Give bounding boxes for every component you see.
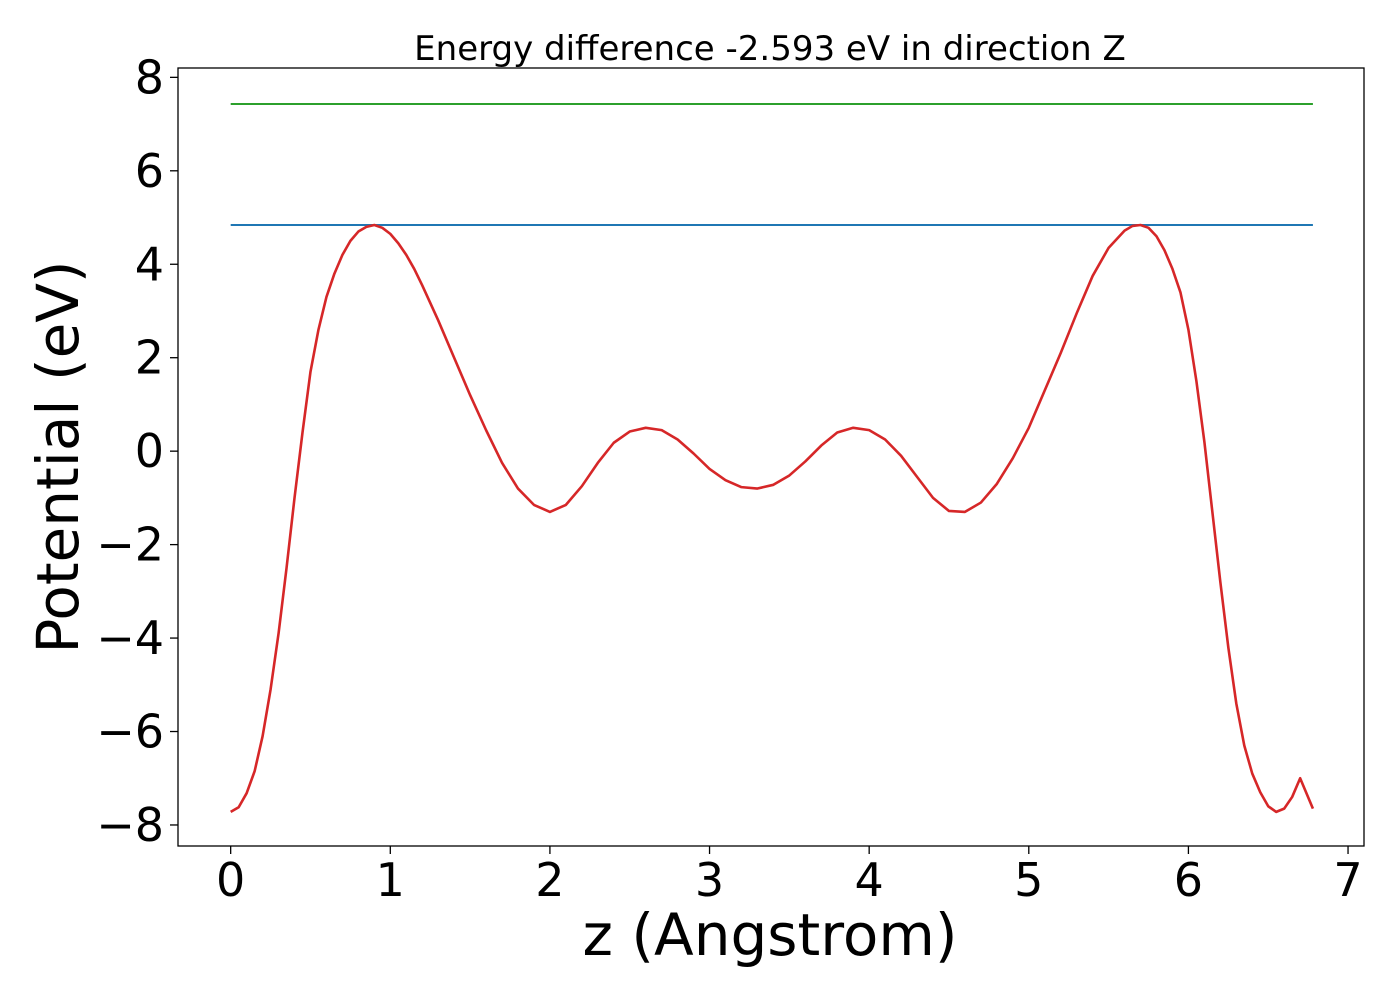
potential-curve — [230, 223, 1315, 814]
x-tick-label: 2 — [535, 853, 564, 907]
x-tick-label: 7 — [1333, 853, 1362, 907]
x-axis-label: z (Angstrom) — [583, 901, 958, 969]
y-tick-label: −6 — [96, 705, 164, 759]
chart-title: Energy difference -2.593 eV in direction… — [414, 29, 1126, 69]
x-tick-label: 6 — [1174, 853, 1203, 907]
y-axis-label: Potential (eV) — [24, 260, 92, 653]
y-tick-label: 8 — [135, 50, 164, 104]
plot-frame — [177, 67, 1365, 847]
x-tick-label: 0 — [216, 853, 245, 907]
y-tick-label: 0 — [135, 424, 164, 478]
x-tick-label: 4 — [855, 853, 884, 907]
x-tick-label: 3 — [695, 853, 724, 907]
series-layer — [230, 102, 1315, 814]
y-tick-label: −2 — [96, 518, 164, 572]
y-axis: −8 −6 −4 −2 0 2 4 6 8 — [96, 50, 178, 852]
y-tick-label: 6 — [135, 144, 164, 198]
y-tick-label: 4 — [135, 237, 164, 291]
y-tick-label: −8 — [96, 798, 164, 852]
x-tick-label: 5 — [1014, 853, 1043, 907]
y-tick-label: 2 — [135, 331, 164, 385]
y-tick-label: −4 — [96, 611, 164, 665]
x-tick-label: 1 — [376, 853, 405, 907]
x-axis: 0 1 2 3 4 5 6 7 — [216, 846, 1363, 907]
